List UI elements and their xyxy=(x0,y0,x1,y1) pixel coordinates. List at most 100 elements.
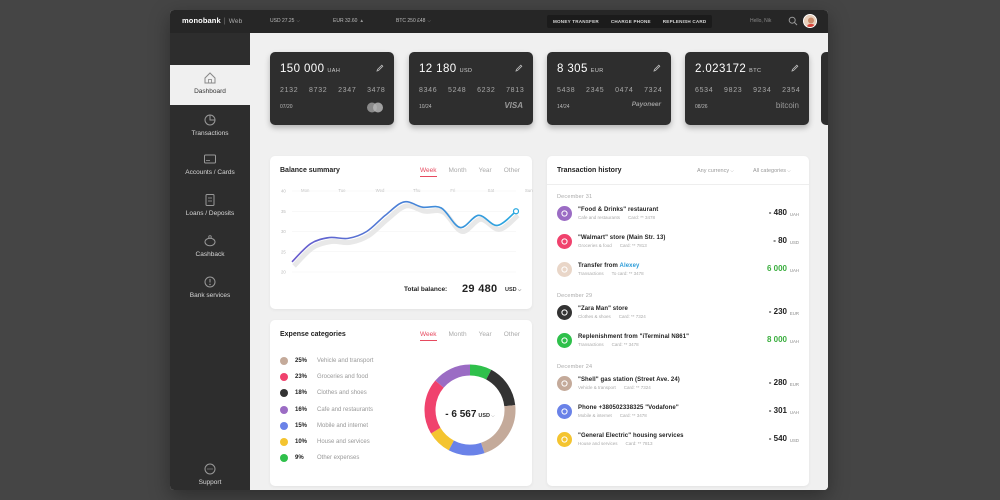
expense-percent: 23% xyxy=(295,374,308,381)
document-icon xyxy=(205,194,215,206)
expense-item[interactable]: 10% House and services xyxy=(280,436,370,448)
transaction-title[interactable]: "Food & Drinks" restaurant xyxy=(578,207,658,213)
transaction-title[interactable]: "Shell" gas station (Street Ave. 24) xyxy=(578,377,680,383)
card-eur[interactable]: 8 305 EUR 5438 2345 0474 7324 14/24 Payon… xyxy=(547,52,671,125)
total-balance-currency[interactable]: USD ⌵ xyxy=(505,287,521,293)
card-number: 5438 2345 0474 7324 xyxy=(557,87,663,94)
transaction-title[interactable]: "Zara Man" store xyxy=(578,306,628,312)
transaction-title[interactable]: "Walmart" store (Main Str. 13) xyxy=(578,235,666,241)
eur-rate[interactable]: EUR 32.60 ▲ xyxy=(333,18,364,24)
visa-logo: VISA xyxy=(504,101,523,110)
donut-total-currency[interactable]: USD xyxy=(478,413,491,419)
card-usd[interactable]: 12 180 USD 8346 5248 6232 7813 10/24 VISA xyxy=(409,52,533,125)
sidebar-item-support[interactable]: Support xyxy=(170,458,250,490)
transaction-amount: - 280 xyxy=(768,378,787,387)
sender-link[interactable]: Alexey xyxy=(617,263,640,269)
sidebar-item-label: Cashback xyxy=(195,251,225,258)
category-filter[interactable]: All categories ⌵ xyxy=(753,168,791,174)
next-card-peek[interactable] xyxy=(821,52,828,125)
sidebar-item-dashboard[interactable]: Dashboard xyxy=(170,65,250,105)
y-tick-label: 20 xyxy=(281,270,286,275)
transaction-card: Card: ** 7813 xyxy=(619,243,647,248)
sidebar-item-cashback[interactable]: Cashback xyxy=(170,230,250,270)
btc-rate[interactable]: BTC 250 £48 ⌵ xyxy=(396,18,431,24)
tab-week[interactable]: Week xyxy=(420,331,437,341)
sidebar-item-loans-deposits[interactable]: Loans / Deposits xyxy=(170,189,250,229)
card-amount: 2.023172 xyxy=(695,63,747,75)
balance-tabs: Week Month Year Other xyxy=(408,167,520,177)
donut-slice[interactable] xyxy=(448,440,485,456)
transaction-currency: USD xyxy=(789,239,799,245)
tab-week[interactable]: Week xyxy=(420,167,437,177)
transaction-currency: USD xyxy=(789,437,799,443)
main-content: 150 000 UAH 2132 8732 2347 3478 07/20 12 … xyxy=(250,33,828,490)
transaction-currency: EUR xyxy=(789,381,799,387)
expense-item[interactable]: 25% Vehicle and transport xyxy=(280,355,373,367)
transaction-currency: UAH xyxy=(789,338,799,344)
donut-slice[interactable] xyxy=(480,405,516,454)
pie-chart-icon xyxy=(204,114,216,126)
donut-slice[interactable] xyxy=(435,364,471,388)
sidebar-item-transactions[interactable]: Transactions xyxy=(170,109,250,149)
transaction-title-text: "Shell" gas station (Street Ave. 24) xyxy=(578,377,680,383)
expense-percent: 18% xyxy=(295,390,308,397)
tab-other[interactable]: Other xyxy=(503,331,520,338)
transaction-card: Card: ** 3478 xyxy=(628,215,656,220)
transaction-category: Vehicle & transport xyxy=(578,385,616,390)
donut-slice[interactable] xyxy=(424,380,444,434)
tab-other[interactable]: Other xyxy=(503,167,520,174)
transaction-category: Clothes & shoes xyxy=(578,314,611,319)
replenish-card-button[interactable]: REPLENISH CARD xyxy=(662,19,707,24)
tab-year[interactable]: Year xyxy=(478,167,492,174)
tab-year[interactable]: Year xyxy=(478,331,492,338)
card-number: 6534 9823 9234 2354 xyxy=(695,87,801,94)
edit-icon[interactable] xyxy=(791,64,799,72)
mastercard-logo-icon xyxy=(367,102,383,113)
currency-filter[interactable]: Any currency ⌵ xyxy=(697,168,734,174)
sidebar-item-accounts-cards[interactable]: Accounts / Cards xyxy=(170,148,250,188)
sidebar-item-bank-services[interactable]: Bank services xyxy=(170,271,250,311)
charge-phone-button[interactable]: CHARGE PHONE xyxy=(610,19,651,24)
tab-month[interactable]: Month xyxy=(448,167,467,174)
expense-item[interactable]: 16% Cafe and restaurants xyxy=(280,404,373,416)
expense-item[interactable]: 18% Clothes and shoes xyxy=(280,387,367,399)
chevron-down-icon: ⌵ xyxy=(516,287,522,292)
transaction-card: Card: ** 3478 xyxy=(611,342,639,347)
transaction-title[interactable]: Replenishment from "iTerminal N861" xyxy=(578,334,689,340)
expense-name: Clothes and shoes xyxy=(317,390,367,397)
transaction-title-text: "Walmart" store (Main Str. 13) xyxy=(578,235,666,241)
donut-slice[interactable] xyxy=(485,369,516,407)
transaction-title[interactable]: "General Electric" housing services xyxy=(578,433,684,439)
home-icon xyxy=(204,72,216,84)
edit-icon[interactable] xyxy=(515,64,523,72)
usd-rate[interactable]: USD 27.25 ⌵ xyxy=(270,18,300,24)
series-end-point[interactable] xyxy=(512,208,520,215)
search-icon[interactable] xyxy=(788,16,798,26)
money-transfer-button[interactable]: MONEY TRANSFER xyxy=(553,19,599,24)
card-uah[interactable]: 150 000 UAH 2132 8732 2347 3478 07/20 xyxy=(270,52,394,125)
transaction-title[interactable]: Phone +380502338325 "Vodafone" xyxy=(578,405,679,411)
bulb-icon xyxy=(557,432,572,447)
edit-icon[interactable] xyxy=(376,64,384,72)
sidebar-item-label: Dashboard xyxy=(194,88,226,95)
card-btc[interactable]: 2.023172 BTC 6534 9823 9234 2354 08/26 bi… xyxy=(685,52,809,125)
transaction-title[interactable]: Transfer from Alexey xyxy=(578,263,639,269)
donut-slice[interactable] xyxy=(431,427,455,451)
balance-summary-panel: Balance summary Week Month Year Other Mo… xyxy=(270,156,533,309)
user-avatar[interactable] xyxy=(803,14,817,28)
person-avatar-icon xyxy=(557,262,572,277)
expense-item[interactable]: 9% Other expenses xyxy=(280,452,359,464)
expense-item[interactable]: 23% Groceries and food xyxy=(280,371,368,383)
edit-icon[interactable] xyxy=(653,64,661,72)
user-avatar-icon xyxy=(804,15,816,27)
transaction-amount: - 301 xyxy=(768,406,787,415)
expense-donut-chart xyxy=(424,364,516,456)
color-dot xyxy=(280,421,288,430)
transaction-currency: EUR xyxy=(789,310,799,316)
expense-item[interactable]: 15% Mobile and internet xyxy=(280,420,368,432)
date-header: December 31 xyxy=(557,194,593,200)
x-tick-label: Sat xyxy=(487,188,495,193)
logo[interactable]: monobank | Web xyxy=(182,16,242,25)
tab-month[interactable]: Month xyxy=(448,331,467,338)
donut-slice[interactable] xyxy=(469,364,492,380)
